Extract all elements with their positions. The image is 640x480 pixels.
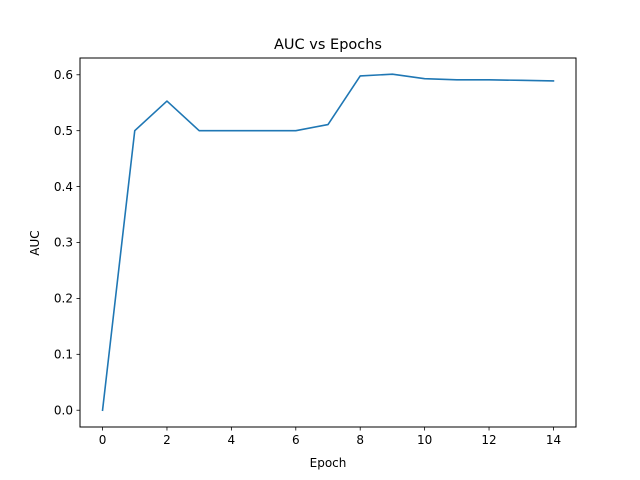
- y-tick-label: 0.0: [54, 403, 73, 417]
- y-axis-label: AUC: [28, 230, 42, 255]
- x-tick-label: 12: [481, 433, 496, 447]
- x-tick-label: 6: [292, 433, 300, 447]
- x-tick-label: 2: [163, 433, 171, 447]
- plot-area: 0 2 4 6 8 10 12 14 0.0 0.1 0.2 0.3 0.4 0.5 0.6: [54, 57, 577, 447]
- series-line-auc: [101, 73, 555, 412]
- y-tick-label: 0.3: [54, 236, 73, 250]
- x-tick-label: 10: [417, 433, 432, 447]
- x-axis: 0 2 4 6 8 10 12 14: [99, 427, 561, 447]
- x-tick-label: 0: [99, 433, 107, 447]
- x-axis-label: Epoch: [310, 456, 347, 470]
- x-tick-label: 14: [546, 433, 561, 447]
- series-layer: [101, 73, 555, 412]
- chart-title: AUC vs Epochs: [274, 37, 382, 53]
- y-axis: 0.0 0.1 0.2 0.3 0.4 0.5 0.6: [54, 68, 80, 417]
- y-tick-label: 0.6: [54, 68, 73, 82]
- x-tick-label: 8: [356, 433, 364, 447]
- y-tick-label: 0.4: [54, 180, 73, 194]
- y-tick-label: 0.5: [54, 124, 73, 138]
- y-tick-label: 0.1: [54, 348, 73, 362]
- x-tick-label: 4: [228, 433, 236, 447]
- y-tick-label: 0.2: [54, 292, 73, 306]
